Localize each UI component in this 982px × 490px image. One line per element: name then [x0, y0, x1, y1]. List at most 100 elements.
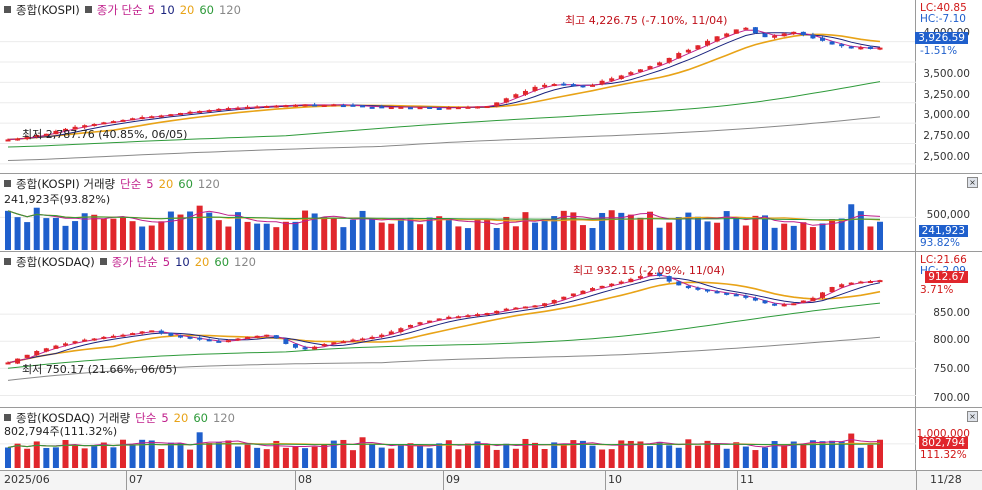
legend-box-icon[interactable] [4, 414, 11, 421]
high-annotation: 최고 4,226.75 (-7.10%, 11/04) [565, 14, 728, 27]
volume-bar [493, 228, 500, 250]
volume-bar [24, 448, 31, 468]
vol-ma60-line [7, 443, 881, 448]
volume-bar [512, 448, 519, 468]
volume-bar [119, 439, 126, 468]
volume-bar [503, 443, 510, 468]
candle-body [561, 296, 567, 300]
kospi-volume-plot[interactable]: 종합(KOSPI) 거래량 단순 5 20 60 120 241,923주(93.82%) [0, 174, 916, 251]
candle-body [810, 297, 816, 302]
candle-body [302, 347, 308, 350]
kosdaq-volume-legend: 종합(KOSDAQ) 거래량 단순 5 20 60 120 [4, 410, 240, 426]
legend-ma-type: 종가 단순 [96, 3, 143, 17]
x-axis-bar[interactable]: 2025/06 07 08 09 10 11 11/28 [0, 470, 982, 490]
kosdaq-volume-axis[interactable]: × 1,000,000 802,794 111.32% [916, 408, 982, 470]
candle-body [72, 341, 78, 344]
candle-body [657, 62, 663, 66]
volume-bar [771, 441, 778, 468]
close-panel-icon[interactable]: × [967, 411, 978, 422]
volume-bar [579, 440, 586, 468]
candle-body [302, 104, 308, 107]
legend-box-icon[interactable] [84, 6, 92, 13]
kospi-y-axis[interactable]: LC:40.85 HC:-7.10 4,000.00 3,926.59 -1.5… [915, 0, 982, 173]
kospi-volume-legend: 종합(KOSPI) 거래량 단순 5 20 60 120 [4, 176, 225, 192]
volume-bar [397, 218, 404, 250]
x-label: 08 [298, 473, 312, 486]
candle-body [427, 106, 433, 109]
volume-bar [877, 439, 883, 468]
volume-bar [215, 442, 222, 468]
volume-bar [838, 441, 845, 468]
volume-bar [608, 210, 615, 250]
candle-body [149, 116, 155, 119]
candle-body [235, 338, 241, 341]
volume-bar [158, 221, 165, 250]
candle-body [705, 40, 711, 46]
candle-body [743, 295, 749, 298]
candle-body [695, 45, 701, 50]
candle-body [522, 90, 528, 95]
volume-bar [129, 221, 136, 250]
y-tick: 3,250.00 [923, 89, 970, 101]
legend-box-icon[interactable] [4, 258, 11, 265]
volume-bar [675, 217, 682, 250]
volume-bar [100, 442, 107, 468]
volume-bar [752, 215, 759, 250]
candle-body [820, 292, 826, 298]
candle-body [618, 75, 624, 79]
volume-bar [541, 449, 548, 468]
volume-bar [397, 445, 404, 468]
volume-bar [196, 205, 203, 250]
candle-body [15, 358, 21, 364]
volume-bar [742, 446, 749, 468]
close-panel-icon[interactable]: × [967, 177, 978, 188]
x-label-end: 11/28 [930, 473, 962, 486]
kospi-volume-axis[interactable]: × 500,000 241,923 93.82% [916, 174, 982, 251]
ma120-line [7, 336, 881, 381]
volume-bar [234, 212, 241, 250]
x-label: 2025/06 [4, 473, 50, 486]
kospi-plot-area[interactable]: 종합(KOSPI) 종가 단순 5 10 20 60 120 최고 4,226.75 (-7… [0, 0, 916, 173]
candle-body [312, 346, 318, 350]
legend-box-icon[interactable] [4, 6, 11, 13]
candle-body [570, 84, 576, 87]
candle-body [781, 304, 787, 307]
volume-bar [867, 444, 874, 468]
candle-body [877, 280, 883, 283]
candle-body [168, 114, 174, 117]
kosdaq-volume-plot[interactable]: 종합(KOSDAQ) 거래량 단순 5 20 60 120 802,794주(111.32… [0, 408, 916, 470]
candle-body [858, 47, 864, 50]
volume-bar [5, 210, 11, 250]
legend-title: 종합(KOSDAQ) [16, 255, 95, 269]
volume-bar [512, 226, 519, 250]
legend-box-icon[interactable] [99, 258, 107, 265]
legend-box-icon[interactable] [4, 180, 11, 187]
volume-bar [455, 226, 462, 250]
candle-body [158, 115, 164, 118]
candle-body [369, 336, 375, 339]
candle-body [503, 98, 509, 103]
candle-body [599, 285, 605, 288]
candle-body [848, 282, 854, 285]
candle-body [877, 47, 883, 50]
candle-body [484, 313, 490, 316]
volume-bar [330, 440, 337, 468]
volume-bar [167, 442, 174, 468]
candle-body [705, 289, 711, 292]
volume-bar [599, 449, 606, 468]
candle-body [781, 33, 787, 37]
candle-body [43, 133, 49, 136]
candle-body [494, 102, 500, 107]
kosdaq-y-axis[interactable]: LC:21.66 HC:-2.09 912.67 3.71% 850.00 80… [916, 252, 982, 407]
volume-bar [522, 212, 529, 250]
candle-body [360, 105, 366, 108]
volume-bar [532, 442, 539, 468]
volume-bar [263, 449, 270, 468]
volume-bar [14, 443, 21, 468]
kospi-candle-chart [0, 26, 916, 165]
kosdaq-plot-area[interactable]: 종합(KOSDAQ) 종가 단순 5 10 20 60 120 최고 932.15 (-2.… [0, 252, 916, 407]
candle-body [331, 342, 337, 345]
volume-bar [742, 225, 749, 250]
volume-bar [848, 433, 855, 468]
volume-bar [148, 440, 155, 468]
